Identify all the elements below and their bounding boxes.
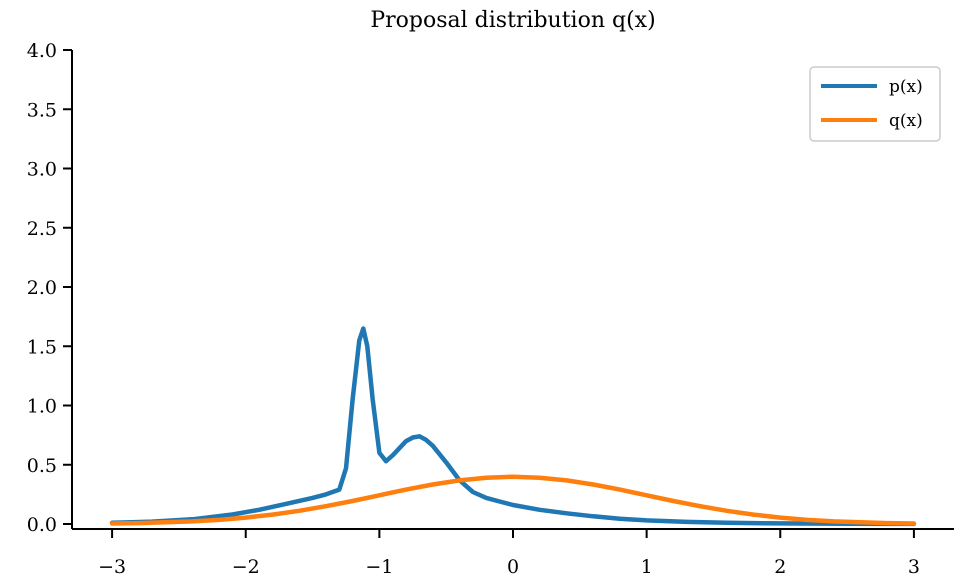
x-tick-label: 2 [774, 556, 786, 578]
x-tick-label: −1 [365, 556, 393, 578]
x-ticks: −3 −2 −1 0 1 2 3 [98, 529, 920, 578]
y-tick-label: 2.5 [27, 218, 57, 240]
legend-label-q: q(x) [889, 111, 923, 131]
y-tick-label: 0.5 [27, 455, 57, 477]
x-tick-label: −3 [98, 556, 126, 578]
x-tick-label: −2 [232, 556, 260, 578]
y-tick-label: 3.0 [27, 159, 57, 181]
y-tick-label: 4.0 [27, 40, 57, 62]
legend-label-p: p(x) [889, 77, 923, 97]
plot-lines [109, 326, 917, 527]
chart-title: Proposal distribution q(x) [370, 8, 655, 33]
y-tick-label: 0.0 [27, 514, 57, 536]
y-tick-label: 3.5 [27, 99, 57, 121]
x-tick-label: 0 [507, 556, 519, 578]
x-tick-label: 3 [908, 556, 920, 578]
y-tick-label: 1.5 [27, 336, 57, 358]
y-tick-label: 1.0 [27, 396, 57, 418]
y-ticks: 0.0 0.5 1.0 1.5 2.0 2.5 3.0 3.5 4.0 [27, 40, 72, 536]
legend: p(x) q(x) [809, 66, 941, 142]
x-tick-label: 1 [641, 556, 653, 578]
series-line-qx [109, 474, 917, 526]
y-tick-label: 2.0 [27, 277, 57, 299]
series-line-px [109, 326, 917, 527]
